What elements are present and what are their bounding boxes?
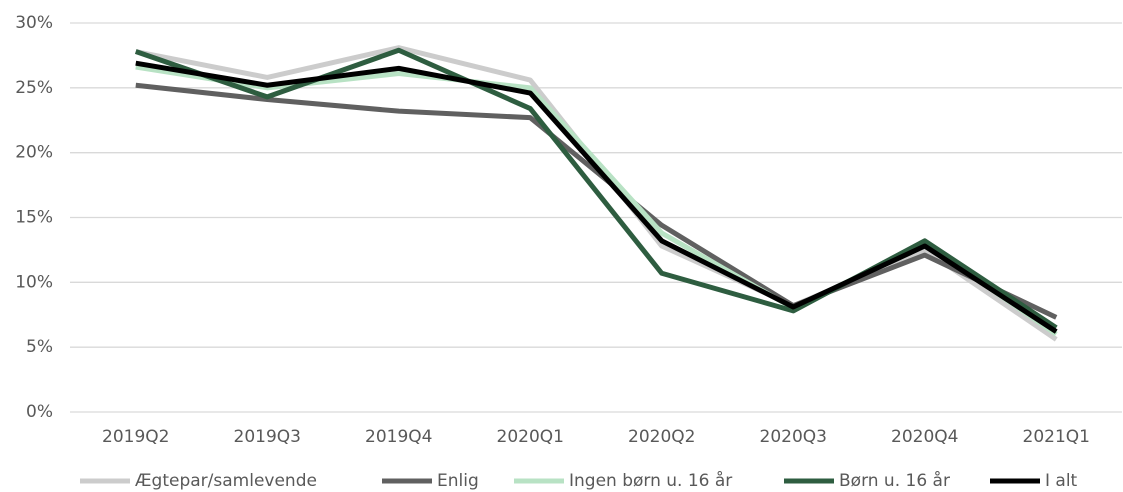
y-tick-label: 20%	[15, 143, 53, 163]
legend-label: Ægtepar/samlevende	[135, 471, 317, 491]
legend-label: I alt	[1045, 471, 1078, 491]
series-line	[135, 64, 1058, 337]
x-tick-label: 2020Q3	[760, 427, 827, 447]
y-tick-label: 30%	[15, 13, 53, 33]
series-line	[134, 47, 1058, 330]
y-tick-label: 0%	[26, 402, 53, 422]
legend-label: Børn u. 16 år	[839, 470, 950, 491]
x-tick-label: 2021Q1	[1023, 427, 1090, 447]
x-tick-label: 2020Q4	[891, 427, 958, 447]
x-tick-label: 2019Q3	[234, 427, 301, 447]
legend-label: Ingen børn u. 16 år	[569, 470, 732, 491]
x-tick-label: 2020Q2	[628, 427, 695, 447]
y-tick-label: 10%	[15, 272, 53, 292]
x-tick-label: 2020Q1	[497, 427, 564, 447]
x-tick-label: 2019Q4	[365, 427, 432, 447]
x-tick-label: 2019Q2	[102, 427, 169, 447]
y-tick-label: 15%	[15, 208, 53, 228]
series-line	[135, 60, 1058, 334]
y-tick-label: 25%	[15, 78, 53, 98]
series-line	[135, 82, 1058, 320]
legend-label: Enlig	[437, 471, 479, 491]
y-tick-label: 5%	[26, 337, 53, 357]
